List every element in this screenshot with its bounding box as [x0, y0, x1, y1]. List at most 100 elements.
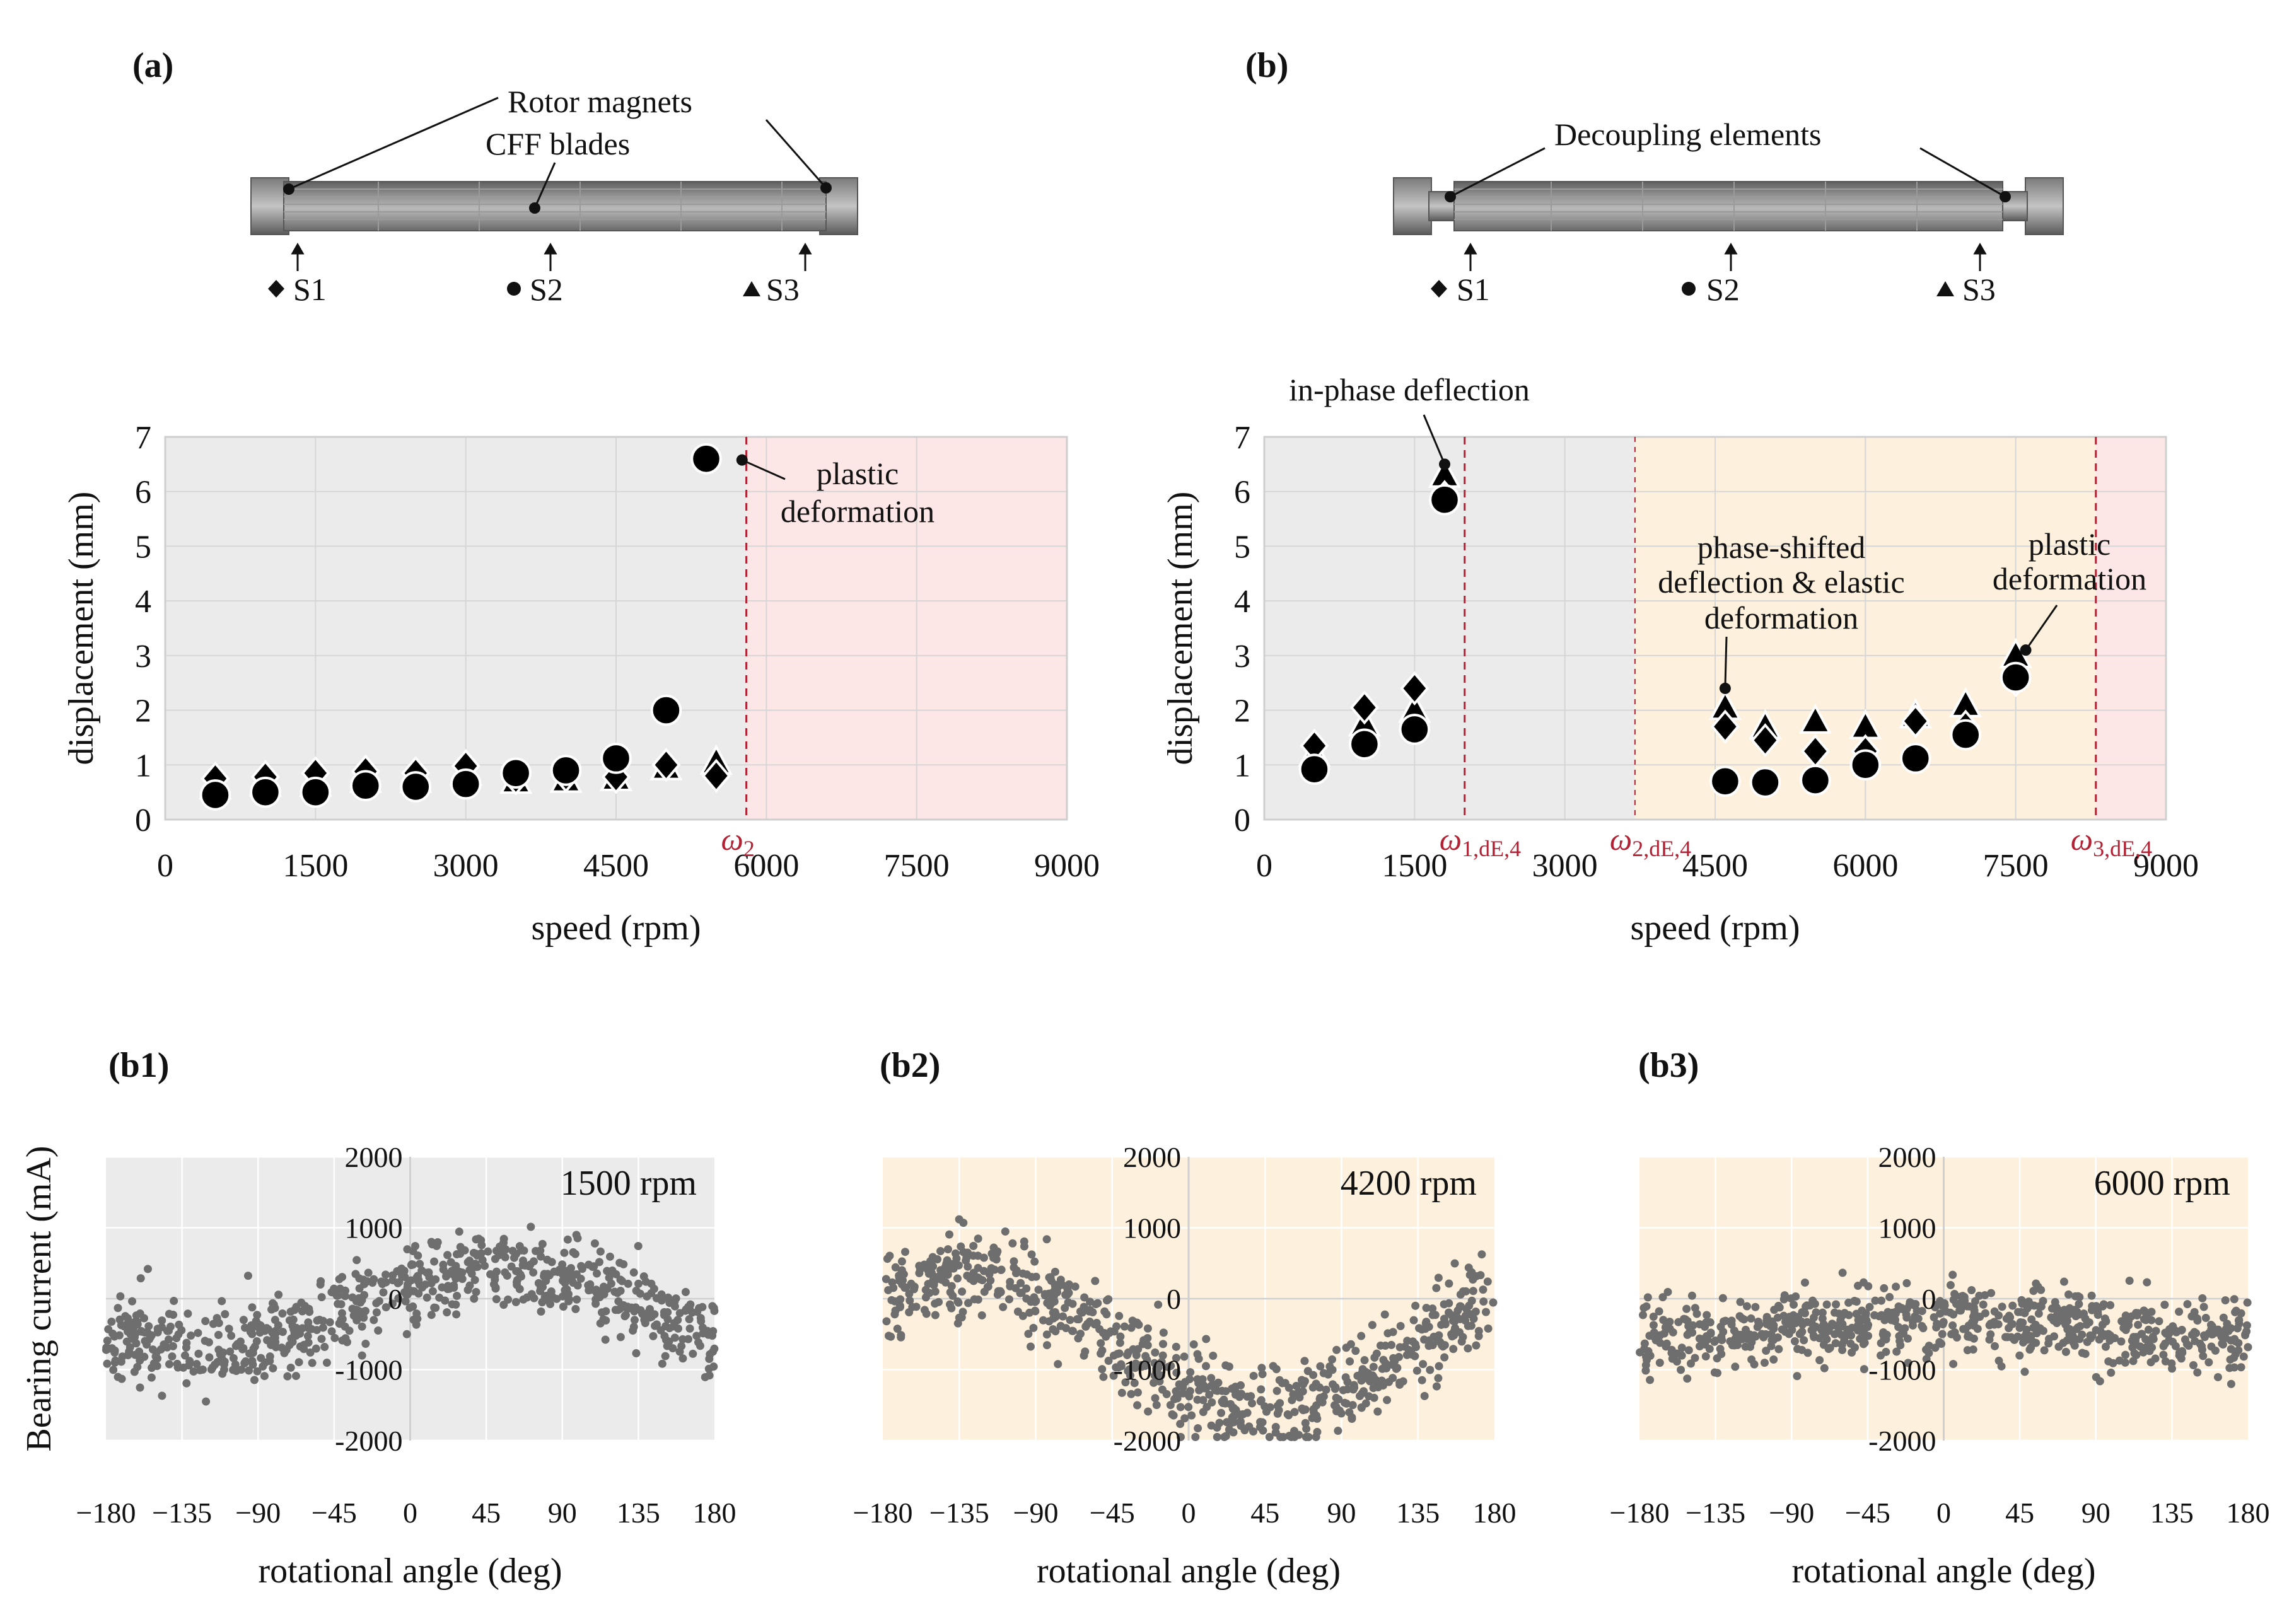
point-b1-667 — [444, 1270, 453, 1279]
ytick-b-3: 3 — [1234, 639, 1250, 675]
point-b2-553 — [1387, 1340, 1396, 1349]
point-b2-508 — [1099, 1372, 1108, 1381]
point-b2-713 — [1025, 1308, 1034, 1317]
point-b3-242 — [1960, 1292, 1969, 1301]
point-b-S2-2 — [1399, 714, 1431, 745]
point-b2-655 — [1100, 1307, 1109, 1316]
point-b1-658 — [477, 1236, 486, 1244]
point-a-S2-7 — [550, 755, 582, 786]
point-b2-42 — [1120, 1322, 1129, 1331]
point-b2-669 — [1381, 1341, 1390, 1350]
point-b1-649 — [547, 1287, 556, 1296]
point-b2-162 — [986, 1276, 995, 1285]
point-b2-629 — [921, 1285, 930, 1294]
point-b2-315 — [1330, 1401, 1339, 1410]
point-b3-399 — [2092, 1372, 2100, 1381]
point-b3-694 — [2177, 1326, 2186, 1335]
chart-b1-bearing-current: −180 −135 −90 −45 0 45 90 135 180 2000 1000 0 -1000 -… — [20, 1141, 737, 1591]
point-b2-388 — [1331, 1383, 1340, 1392]
point-b2-324 — [1042, 1341, 1051, 1350]
point-b1-291 — [143, 1340, 151, 1349]
point-b2-176 — [1104, 1357, 1113, 1366]
point-b1-595 — [431, 1275, 440, 1284]
point-b1-432 — [214, 1319, 223, 1328]
point-b2-507 — [1458, 1333, 1467, 1342]
sensor-b-s3-marker — [1936, 281, 1954, 296]
point-b2-193 — [1193, 1375, 1202, 1384]
point-b1-265 — [519, 1295, 528, 1304]
point-b1-513 — [526, 1260, 535, 1269]
decoupling-elements-callout: Decoupling elements — [1554, 117, 1822, 152]
point-b-S1-2 — [1400, 671, 1429, 705]
point-b3-230 — [1683, 1374, 1692, 1383]
point-b1-294 — [103, 1359, 112, 1368]
point-b1-582 — [169, 1311, 178, 1320]
xtick-b1-5: 45 — [472, 1497, 501, 1529]
point-b1-593 — [595, 1293, 604, 1302]
point-b3-435 — [2227, 1379, 2235, 1388]
xlabel-b1: rotational angle (deg) — [258, 1552, 562, 1591]
point-b2-697 — [1207, 1374, 1216, 1383]
point-b3-363 — [1901, 1324, 1909, 1333]
point-b1-247 — [374, 1326, 383, 1335]
point-b1-34 — [168, 1352, 177, 1361]
point-b3-604 — [1969, 1345, 1977, 1354]
point-b2-38 — [1189, 1340, 1198, 1349]
xtick-b-5: 7500 — [1983, 848, 2049, 884]
point-b3-692 — [1696, 1320, 1704, 1329]
point-b2-704 — [1080, 1302, 1088, 1311]
point-b3-537 — [2193, 1368, 2202, 1377]
point-b1-566 — [334, 1291, 343, 1300]
point-b3-155 — [1659, 1316, 1668, 1325]
point-b1-448 — [300, 1340, 308, 1349]
point-b1-549 — [286, 1308, 295, 1316]
point-b1-267 — [158, 1391, 166, 1400]
point-b2-665 — [1088, 1308, 1097, 1317]
point-b2-458 — [955, 1313, 964, 1322]
point-b3-634 — [1860, 1365, 1868, 1374]
point-b2-528 — [1180, 1352, 1189, 1361]
point-b1-660 — [636, 1289, 644, 1298]
point-b3-359 — [2147, 1316, 2156, 1325]
point-b2-289 — [974, 1234, 982, 1243]
point-b1-498 — [499, 1301, 508, 1309]
point-b1-601 — [499, 1234, 508, 1243]
point-b3-193 — [2201, 1314, 2210, 1323]
point-b2-614 — [1383, 1329, 1392, 1338]
point-b1-679 — [217, 1354, 226, 1362]
point-b3-444 — [2099, 1302, 2107, 1311]
point-b3-4 — [1871, 1296, 1880, 1305]
point-b3-667 — [1686, 1328, 1694, 1337]
point-b3-179 — [1692, 1309, 1701, 1318]
xtick-b-0: 0 — [1256, 848, 1272, 884]
point-b3-456 — [1997, 1362, 2006, 1371]
point-b1-383 — [394, 1294, 403, 1303]
point-b3-543 — [2125, 1277, 2134, 1285]
point-b3-286 — [1788, 1326, 1796, 1335]
xtick-b2-3: −45 — [1090, 1497, 1135, 1529]
point-b2-436 — [1027, 1273, 1036, 1282]
point-b3-426 — [2025, 1345, 2034, 1354]
point-b3-249 — [1860, 1338, 1869, 1347]
point-b1-334 — [630, 1316, 639, 1325]
point-b1-692 — [232, 1367, 241, 1376]
point-b3-662 — [2069, 1338, 2078, 1347]
ytick-b1-1: 1000 — [345, 1212, 403, 1244]
point-a-S2-2 — [300, 776, 332, 808]
point-b3-434 — [2093, 1311, 2102, 1320]
point-b3-620 — [2175, 1308, 2184, 1316]
point-b3-599 — [1796, 1329, 1805, 1338]
point-b-S3-6 — [1798, 703, 1832, 734]
xtick-a-6: 9000 — [1034, 848, 1100, 884]
point-b2-628 — [1027, 1297, 1035, 1306]
point-b3-324 — [2061, 1347, 2070, 1356]
point-b2-468 — [980, 1287, 989, 1296]
point-b2-150 — [1194, 1424, 1202, 1433]
ytick-b1-0: 2000 — [345, 1141, 403, 1173]
point-b1-496 — [709, 1327, 718, 1336]
point-b3-577 — [2075, 1300, 2083, 1309]
point-b2-540 — [1202, 1384, 1211, 1393]
point-b2-549 — [1272, 1386, 1281, 1395]
point-b1-477 — [614, 1297, 623, 1306]
point-b3-701 — [1880, 1330, 1889, 1339]
